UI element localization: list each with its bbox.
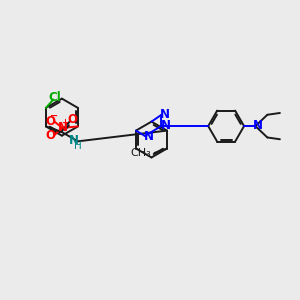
- Text: O: O: [45, 129, 55, 142]
- Text: N: N: [160, 108, 170, 121]
- Text: Cl: Cl: [49, 91, 61, 104]
- Text: CH₃: CH₃: [130, 148, 151, 158]
- Text: O: O: [68, 113, 78, 126]
- Text: O: O: [45, 115, 55, 128]
- Text: N: N: [253, 119, 262, 132]
- Text: N: N: [57, 122, 68, 134]
- Text: N: N: [160, 119, 170, 132]
- Text: N: N: [143, 130, 154, 143]
- Text: N: N: [69, 134, 79, 147]
- Text: −: −: [50, 111, 58, 121]
- Text: H: H: [74, 141, 82, 152]
- Text: +: +: [61, 118, 68, 127]
